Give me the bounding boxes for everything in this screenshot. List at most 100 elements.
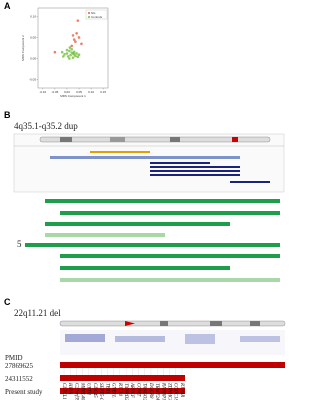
figure: A MDS Component 1 MDS Component 2 B 4q35… [4, 1, 286, 400]
gene-label: CDC45 [92, 383, 97, 398]
gene-label: CCDC188 [173, 383, 178, 400]
legend-label: NG [91, 11, 96, 15]
track-area [60, 330, 285, 355]
deletion-bar [60, 362, 285, 368]
y-axis-label: MDS Component 2 [21, 35, 25, 61]
row-label: 27869625 [5, 362, 34, 370]
panel-title: 4q35.1-q35.2 dup [14, 121, 78, 131]
x-tick-label: 0.05 [76, 90, 82, 94]
ideogram-band [210, 321, 222, 326]
point [72, 38, 76, 41]
cnv-bar [60, 254, 280, 258]
x-tick-label: -0.05 [51, 90, 58, 94]
y-tick-label: 0.05 [30, 35, 36, 39]
genome-browser [59, 320, 286, 355]
panel-label: C [4, 297, 11, 307]
plot-frame [37, 7, 109, 89]
track [185, 334, 215, 344]
cnv-bar [60, 278, 280, 282]
point [70, 47, 74, 51]
gene-label: C22orf39 [73, 383, 78, 400]
point [75, 31, 78, 35]
track [150, 162, 210, 164]
legend-swatch [88, 16, 90, 18]
pmid-header: PMID [5, 354, 23, 362]
point [69, 53, 72, 57]
ideogram-band [60, 137, 72, 142]
legend-label: Controls [91, 15, 103, 19]
y-tick-label: 0.10 [30, 14, 36, 18]
gene-label: RTN4R [179, 382, 184, 397]
cnv-bar [45, 222, 230, 226]
track [90, 151, 150, 153]
ideogram-band [250, 321, 260, 326]
panel-label: A [4, 1, 11, 11]
legend-box [85, 9, 108, 20]
x-axis-label: MDS Component 1 [60, 94, 86, 98]
point [65, 48, 69, 52]
gene-label: COMT [135, 383, 140, 397]
point [71, 34, 75, 37]
ideogram-band [170, 137, 180, 142]
cnv-bar [45, 233, 165, 237]
genome-browser [13, 133, 285, 193]
point [77, 53, 81, 57]
point [68, 46, 72, 49]
point [77, 36, 81, 39]
point [71, 52, 75, 55]
point [68, 49, 71, 53]
cnv-bar [25, 243, 280, 247]
ideogram-band [160, 321, 168, 326]
ideogram-band [110, 137, 125, 142]
point [71, 56, 75, 59]
x-tick-label: 0.10 [88, 90, 94, 94]
deletion-bar [60, 388, 185, 394]
ideogram [39, 136, 271, 143]
point [68, 57, 71, 60]
cnv-bar [45, 199, 280, 203]
point [74, 54, 77, 58]
gene-label: SEPT5-GP1BB [98, 383, 103, 400]
gene-label: GNB1L [111, 383, 116, 398]
case-label: 5 [17, 239, 22, 249]
cnv-bars [25, 199, 280, 282]
ideogram [59, 320, 286, 327]
point [60, 50, 64, 54]
track [150, 170, 240, 172]
point [66, 55, 70, 58]
panel-label: B [4, 110, 11, 120]
gene-label: MRPL40 [80, 382, 85, 400]
point [75, 52, 78, 55]
gene-label: UFD1 [86, 383, 91, 395]
gene-label: ZDHHC8 [166, 383, 171, 400]
ideogram-highlight [232, 137, 238, 142]
gene-label: HIRA [67, 382, 72, 394]
track [230, 181, 270, 183]
track [115, 336, 165, 342]
point [74, 40, 77, 43]
x-tick-label: 0.15 [100, 90, 106, 94]
track [50, 156, 240, 159]
gene-label: ARVCF [129, 382, 134, 398]
panel-title: 22q11.21 del [14, 308, 61, 318]
cnv-bar [60, 211, 280, 215]
x-tick-label: 0.00 [64, 90, 70, 94]
track [240, 336, 280, 342]
track [65, 334, 105, 342]
gene-label: TBX1 [104, 383, 109, 394]
point [53, 50, 57, 54]
browser-frame [13, 133, 285, 193]
gene-label: TANGO2 [142, 383, 147, 400]
y-tick-label: 0.00 [30, 57, 36, 61]
x-tick-label: -0.10 [39, 90, 46, 94]
row-label: Present study [5, 388, 43, 396]
gene-label: RANBP1 [160, 382, 165, 400]
gene-label: TXNRD2 [123, 383, 128, 400]
point [70, 44, 74, 48]
gene-label: RTL10 [117, 382, 122, 397]
track [150, 174, 240, 176]
row-label: 24311552 [5, 375, 33, 383]
gene-label: DGCR8 [148, 382, 153, 399]
centromere [125, 321, 135, 326]
point [62, 55, 65, 58]
